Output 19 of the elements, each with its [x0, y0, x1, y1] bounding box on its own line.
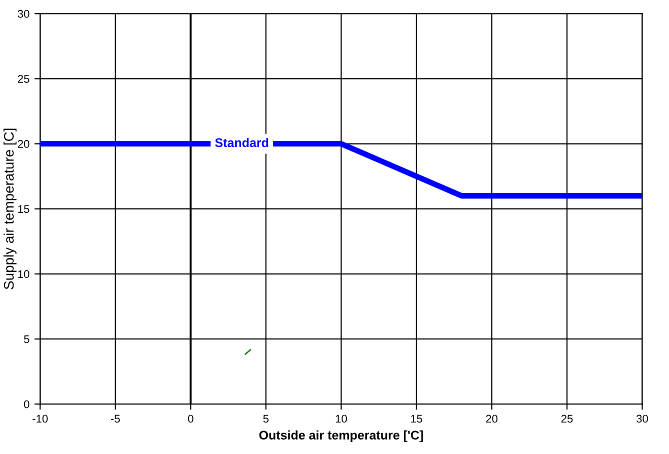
y-tick-label: 20 [18, 140, 30, 148]
x-tick-label: 20 [486, 414, 498, 423]
y-tick-label: 25 [18, 74, 30, 83]
x-tick-label: 0 [188, 414, 194, 423]
y-tick-label: 15 [18, 205, 30, 213]
x-tick-label: 15 [411, 414, 422, 423]
x-tick-label: -5 [110, 414, 120, 423]
x-tick-label: 10 [336, 414, 347, 423]
x-tick-label: 30 [636, 414, 648, 423]
x-tick-label: 25 [561, 414, 573, 423]
y-axis-title: Supply air temperature [C] [4, 128, 17, 290]
y-tick-label: 5 [24, 335, 30, 344]
y-tick-label: 10 [18, 270, 30, 278]
y-tick-label: 30 [18, 10, 30, 18]
x-tick-label: 5 [263, 414, 269, 423]
x-tick-label: -10 [32, 414, 48, 423]
y-tick-label: 0 [24, 400, 30, 408]
x-axis-title: Outside air temperature ['C] [259, 430, 423, 442]
annotation: Standard [215, 138, 268, 148]
